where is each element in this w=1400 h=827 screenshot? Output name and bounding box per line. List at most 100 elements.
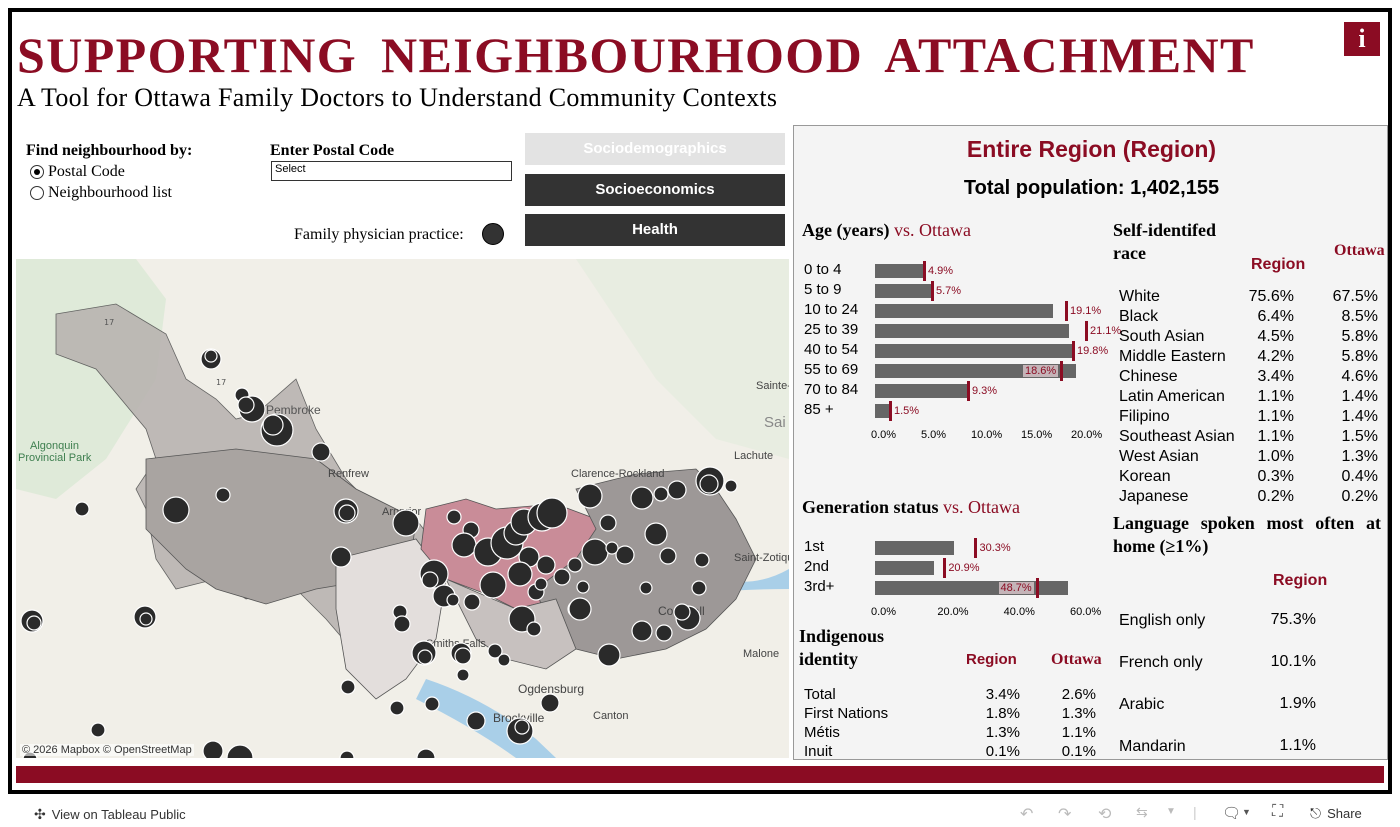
physician-practice-dot[interactable] <box>514 719 530 735</box>
physician-practice-dot[interactable] <box>204 349 218 363</box>
map-canvas[interactable]: 17 17 Pembroke Algonquin Provincial Park … <box>16 259 789 758</box>
redo-icon[interactable]: ↷ <box>1058 806 1072 823</box>
fullscreen-icon[interactable]: ⛶ <box>1272 803 1284 820</box>
physician-practice-dot[interactable] <box>389 700 405 716</box>
generation-row-bar[interactable] <box>875 581 1069 595</box>
tab-socioeconomics[interactable]: Socioeconomics <box>525 174 785 206</box>
physician-practice-dot[interactable] <box>262 414 284 436</box>
physician-practice-dot[interactable] <box>597 643 621 667</box>
physician-practice-dot[interactable] <box>639 581 653 595</box>
physician-practice-dot[interactable] <box>659 547 677 565</box>
physician-practice-dot[interactable] <box>655 624 673 642</box>
physician-practice-dot[interactable] <box>615 545 635 565</box>
physician-practice-dot[interactable] <box>699 474 719 494</box>
radio-postal-code[interactable]: Postal Code <box>30 163 125 181</box>
physician-practice-markers[interactable] <box>20 348 738 758</box>
physician-practice-dot[interactable] <box>237 396 255 414</box>
postal-code-input[interactable]: Select <box>271 161 512 181</box>
physician-practice-dot[interactable] <box>487 643 503 659</box>
physician-practice-dot[interactable] <box>90 722 106 738</box>
physician-practice-dot[interactable] <box>417 649 433 665</box>
physician-practice-dot[interactable] <box>526 621 542 637</box>
age-row-bar[interactable] <box>875 324 1069 338</box>
physician-practice-dot[interactable] <box>202 740 224 758</box>
neighbourhood-map[interactable]: 17 17 Pembroke Algonquin Provincial Park … <box>16 259 789 758</box>
physician-practice-dot[interactable] <box>139 612 153 626</box>
share-button[interactable]: ⎋ Share <box>1310 805 1362 822</box>
age-row-bar[interactable] <box>875 284 932 298</box>
physician-practice-dot[interactable] <box>724 479 738 493</box>
comment-dropdown-icon[interactable]: ▼ <box>1242 807 1251 817</box>
physician-practice-dot[interactable] <box>311 442 331 462</box>
revert-icon[interactable]: ⟲ <box>1098 806 1112 823</box>
physician-practice-dot[interactable] <box>694 552 710 568</box>
physician-practice-dot[interactable] <box>463 593 481 611</box>
physician-practice-dot[interactable] <box>577 483 603 509</box>
physician-practice-dot[interactable] <box>340 679 356 695</box>
physician-practice-dot[interactable] <box>446 509 462 525</box>
age-row-bar[interactable] <box>875 344 1073 358</box>
physician-practice-dot[interactable] <box>451 532 477 558</box>
physician-practice-dot[interactable] <box>536 497 568 529</box>
physician-practice-dot[interactable] <box>454 647 472 665</box>
radio-unselected-icon[interactable] <box>30 186 44 200</box>
refresh-icon[interactable]: ⇆ <box>1136 804 1148 820</box>
physician-practice-dot[interactable] <box>424 696 440 712</box>
physician-practice-dot[interactable] <box>338 504 356 522</box>
physician-practice-dot[interactable] <box>536 555 556 575</box>
physician-practice-dot[interactable] <box>456 668 470 682</box>
physician-practice-dot[interactable] <box>631 620 653 642</box>
generation-row-bar[interactable] <box>875 561 935 575</box>
generation-row-bar[interactable] <box>875 541 954 555</box>
tab-sociodemographics[interactable]: Sociodemographics <box>525 133 785 165</box>
info-icon[interactable]: i <box>1344 22 1380 56</box>
physician-practice-dot[interactable] <box>479 571 507 599</box>
physician-practice-dot[interactable] <box>630 486 654 510</box>
physician-practice-dot[interactable] <box>567 557 583 573</box>
physician-practice-dot[interactable] <box>576 580 590 594</box>
physician-practice-dot[interactable] <box>599 514 617 532</box>
physician-practice-dot[interactable] <box>691 580 707 596</box>
refresh-dropdown-icon[interactable]: ▼ <box>1166 806 1176 817</box>
physician-practice-dot[interactable] <box>540 693 560 713</box>
physician-practice-dot[interactable] <box>497 653 511 667</box>
physician-practice-dot[interactable] <box>581 538 609 566</box>
age-row-bar[interactable] <box>875 304 1053 318</box>
age-row-bar[interactable] <box>875 264 924 278</box>
physician-practice-dot[interactable] <box>162 496 190 524</box>
physician-practice-dot[interactable] <box>416 748 436 758</box>
physician-practice-dot[interactable] <box>339 750 355 758</box>
physician-practice-dot[interactable] <box>667 480 687 500</box>
physician-practice-dot[interactable] <box>421 571 439 589</box>
comment-icon[interactable]: 🗨 <box>1222 805 1242 822</box>
physician-practice-dot[interactable] <box>74 501 90 517</box>
physician-practice-dot[interactable] <box>393 615 411 633</box>
physician-practice-dot[interactable] <box>553 568 571 586</box>
race-row-label: Southeast Asian <box>1119 428 1235 445</box>
physician-practice-dot[interactable] <box>330 546 352 568</box>
physician-practice-dot[interactable] <box>26 615 42 631</box>
physician-practice-dot[interactable] <box>568 597 592 621</box>
language-col-region: Region <box>1273 572 1328 589</box>
physician-practice-dot[interactable] <box>446 593 460 607</box>
map-label-saint-zotique: Saint-Zotique <box>734 552 789 564</box>
physician-practice-dot[interactable] <box>226 744 254 758</box>
physician-practice-dot[interactable] <box>466 711 486 731</box>
view-on-tableau-link[interactable]: ✣ View on Tableau Public <box>34 806 186 823</box>
radio-selected-icon[interactable] <box>30 165 44 179</box>
age-row-bar[interactable] <box>875 384 968 398</box>
physician-practice-dot[interactable] <box>673 603 691 621</box>
physician-practice-dot[interactable] <box>653 486 669 502</box>
age-row-bar[interactable] <box>875 404 890 418</box>
physician-practice-dot[interactable] <box>534 577 548 591</box>
physician-practice-dot[interactable] <box>644 522 668 546</box>
undo-icon[interactable]: ↶ <box>1020 806 1034 823</box>
physician-practice-dot[interactable] <box>392 509 420 537</box>
tableau-toolbar: ✣ View on Tableau Public ↶ ↷ ⟲ ⇆ ▼ | 🗨 ▼… <box>0 800 1400 827</box>
tab-health[interactable]: Health <box>525 214 785 246</box>
radio-neighbourhood-list[interactable]: Neighbourhood list <box>30 184 172 202</box>
physician-practice-dot[interactable] <box>605 541 619 555</box>
physician-practice-dot[interactable] <box>215 487 231 503</box>
physician-practice-dot[interactable] <box>507 561 533 587</box>
language-row-label: Mandarin <box>1119 738 1186 755</box>
